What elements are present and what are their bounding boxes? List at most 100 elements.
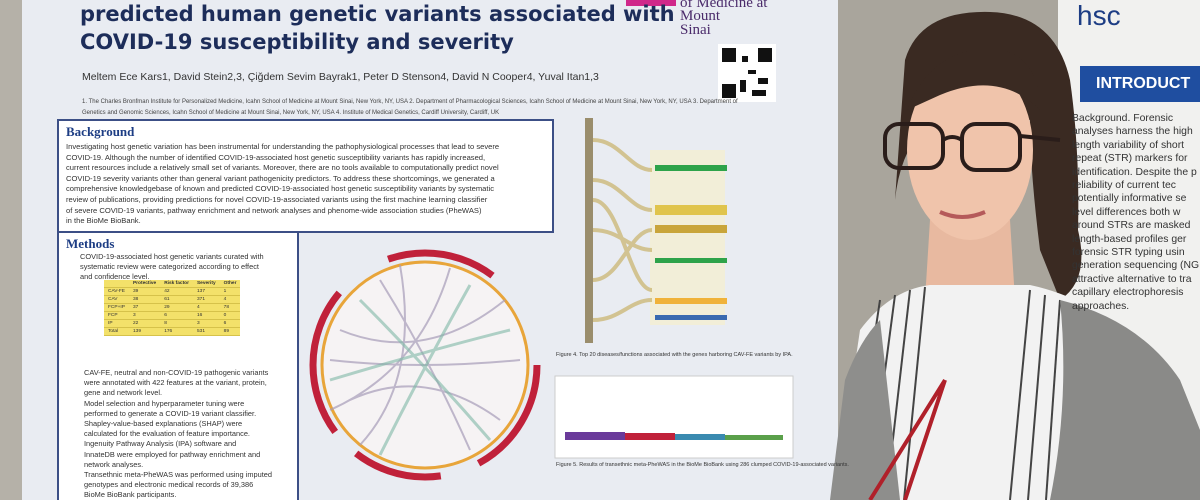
text-line: COVID-19-associated host genetic variant… — [80, 252, 264, 261]
text-line: length-based profiles ger — [1072, 233, 1187, 245]
text-line: generation sequencing (NG — [1072, 260, 1200, 272]
methods-box — [57, 231, 299, 500]
background-text: Investigating host genetic variation has… — [66, 142, 499, 227]
text-line: Transethnic meta-PheWAS was performed us… — [84, 470, 272, 480]
table-cell: 78 — [219, 303, 241, 312]
logo-mark — [626, 0, 676, 6]
phewas-points — [565, 432, 783, 440]
side-logo: hsc — [1077, 0, 1121, 31]
text-line: Investigating host genetic variation has… — [66, 142, 500, 151]
table-cell: 22 — [128, 319, 161, 328]
table-cell: 139 — [128, 327, 161, 336]
table-row: Protective Risk factor Severity Other — [104, 280, 241, 288]
text-line: potentially informative se — [1072, 193, 1187, 205]
methods-text: CAV-FE, neutral and non-COVID-19 pathoge… — [84, 368, 272, 500]
figure-caption: Figure 4. Top 20 diseases/functions asso… — [556, 352, 793, 358]
neck — [925, 220, 1015, 300]
text-line: gene and network level. — [84, 388, 163, 398]
table-cell — [104, 280, 129, 288]
table-cell: 176 — [160, 327, 193, 336]
table-cell: 61 — [160, 295, 193, 304]
table-row: FCP+IP 37 29 4 78 — [104, 303, 241, 312]
table-cell: IP — [104, 319, 129, 328]
face — [907, 60, 1033, 240]
variant-table: Protective Risk factor Severity Other CAV-FE… — [104, 280, 241, 336]
table-row: CAV-FE 39 42 137 1 — [104, 287, 241, 296]
text-line: Background. Forensic — [1072, 113, 1174, 124]
table-cell: 3 — [192, 319, 220, 328]
text-line: COVID-19. Although the number of identif… — [66, 152, 486, 162]
text-line: network analyses. — [84, 459, 144, 469]
text-line: BioMe BioBank participants. — [84, 490, 177, 500]
logo-text: Sinai — [680, 22, 711, 38]
background-box — [57, 119, 554, 233]
poster-title: COVID-19 susceptibility and severity — [80, 30, 514, 54]
authors: Meltem Ece Kars1, David Stein2,3, Çiğdem… — [82, 71, 599, 83]
text-line: systematic review were categorized accor… — [80, 262, 259, 272]
table-cell: 531 — [192, 327, 220, 336]
table-row: IP 22 8 3 6 — [104, 319, 241, 328]
text-line: approaches. — [1072, 300, 1130, 312]
sankey-figure — [585, 118, 727, 343]
cardigan-left — [830, 320, 900, 500]
table-cell: 0 — [219, 311, 241, 320]
text-line: around STRs are masked — [1072, 220, 1191, 232]
text-line: CAV-FE, neutral and non-COVID-19 pathoge… — [84, 368, 269, 377]
text-line: in the BioMe BioBank. — [66, 216, 141, 226]
qr-pattern — [722, 48, 772, 98]
text-line: InnateDB were employed for pathway enric… — [84, 449, 261, 459]
table-cell: Other — [219, 280, 241, 288]
text-line: attractive alternative to tra — [1072, 273, 1192, 285]
text-line: calculated for the evaluation of feature… — [84, 429, 250, 439]
text-line: of severe COVID-19 variants, pathway enr… — [66, 205, 482, 215]
mouth — [939, 210, 986, 219]
figure-caption: Figure 5. Results of transethnic meta-Ph… — [556, 462, 849, 468]
table-cell: 37 — [128, 303, 161, 312]
text-line: capillary electrophoresis — [1072, 287, 1184, 299]
table-cell: 6 — [219, 319, 241, 328]
circos-figure — [309, 249, 541, 481]
side-text: Background. Forensic analyses harness the… — [1072, 112, 1199, 313]
text-line: Ingenuity Pathway Analysis (IPA) softwar… — [84, 439, 237, 449]
glasses — [883, 122, 1061, 172]
section-heading: Methods — [66, 236, 115, 251]
lanyard — [868, 378, 947, 500]
text-line: comprehensive knowledgebase of known and… — [66, 184, 495, 194]
poster-title: predicted human genetic variants associa… — [80, 2, 675, 26]
table-row: Total 139 176 531 89 — [104, 327, 241, 336]
table-cell: 39 — [128, 287, 161, 296]
table-cell: FCP — [104, 311, 129, 320]
table-cell: CAV-FE — [104, 287, 129, 296]
table-cell: 16 — [192, 311, 220, 320]
section-heading: Background — [66, 124, 135, 139]
table-cell: 371 — [192, 295, 220, 304]
text-line: identification. Despite the p — [1072, 166, 1197, 178]
table-cell: FCP+IP — [104, 303, 129, 312]
table-cell: 89 — [219, 327, 241, 336]
table-cell: 6 — [160, 311, 193, 320]
methods-intro: COVID-19-associated host genetic variant… — [80, 252, 264, 283]
text-line: Shapley-value-based explanations (SHAP) … — [84, 419, 243, 429]
table-cell: Total — [104, 327, 129, 336]
text-line: current resources include a relatively s… — [66, 163, 499, 173]
hair-front — [907, 48, 1040, 110]
logo-text: of Medicine at — [680, 0, 768, 11]
table-cell: 38 — [128, 295, 161, 304]
table-cell: 3 — [128, 311, 161, 320]
text-line: reliability of current tec — [1072, 180, 1176, 192]
text-line: repeat (STR) markers for — [1072, 153, 1188, 165]
text-line: review of publications, providing predic… — [66, 194, 488, 204]
text-line: and confidence level. — [80, 272, 150, 282]
text-line: length variability of short — [1072, 139, 1185, 151]
table-cell: Severity — [192, 280, 220, 288]
table-cell: Protective — [128, 280, 161, 288]
table-cell: CAV — [104, 295, 129, 304]
table-cell: Risk factor — [160, 280, 193, 288]
table-cell: 1 — [219, 287, 241, 296]
table-row: FCP 3 6 16 0 — [104, 311, 241, 320]
table-cell: 4 — [192, 303, 220, 312]
text-line: level differences both w — [1072, 206, 1181, 218]
affiliations: 1. The Charles Bronfman Institute for Pe… — [82, 99, 738, 105]
